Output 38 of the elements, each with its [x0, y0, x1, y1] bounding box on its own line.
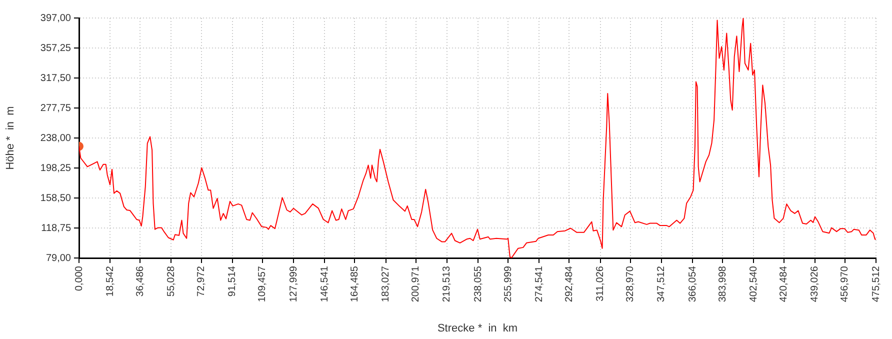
x-tick-label: 146,541	[319, 266, 330, 302]
x-tick-label: 200,971	[410, 266, 422, 302]
y-tick-label: 79,00	[46, 252, 72, 264]
y-tick-label: 397,00	[40, 12, 72, 24]
x-tick-label: 109,457	[257, 266, 268, 302]
x-tick-label: 238,055	[472, 266, 484, 302]
x-tick-label: 219,513	[442, 266, 453, 302]
x-axis-title: Strecke * in km	[437, 322, 518, 334]
x-tick-label: 383,998	[717, 266, 728, 302]
x-tick-label: 183,027	[380, 266, 392, 302]
x-tick-label: 347,512	[656, 266, 668, 302]
x-tick-label: 292,484	[564, 266, 575, 302]
x-tick-label: 274,541	[534, 266, 545, 302]
x-tick-label: 0,000	[74, 266, 85, 292]
x-tick-label: 402,540	[748, 266, 760, 302]
x-tick-label: 18,542	[104, 266, 116, 297]
x-tick-label: 311,026	[595, 266, 606, 302]
y-axis-title: Höhe * in m	[4, 106, 17, 170]
x-tick-label: 164,485	[349, 266, 360, 302]
x-tick-label: 366,054	[687, 266, 698, 302]
y-tick-label: 238,00	[40, 132, 72, 144]
y-tick-label: 277,75	[40, 102, 72, 114]
x-tick-label: 328,970	[625, 266, 636, 302]
x-tick-label: 255,999	[502, 266, 514, 302]
x-tick-label: 91,514	[227, 266, 238, 297]
y-tick-label: 198,25	[40, 162, 72, 174]
x-tick-label: 72,972	[196, 266, 208, 297]
x-tick-label: 55,028	[166, 266, 177, 297]
x-tick-label: 456,970	[840, 266, 851, 302]
x-tick-label: 36,486	[134, 266, 146, 297]
y-tick-label: 158,50	[40, 192, 72, 204]
x-tick-label: 475,512	[870, 266, 882, 302]
x-tick-label: 127,999	[288, 266, 300, 302]
y-tick-label: 118,75	[41, 222, 72, 234]
y-tick-label: 357,25	[40, 42, 72, 54]
x-tick-label: 420,484	[778, 266, 790, 302]
x-tick-label: 439,026	[810, 266, 821, 302]
y-tick-label: 317,50	[40, 72, 72, 84]
